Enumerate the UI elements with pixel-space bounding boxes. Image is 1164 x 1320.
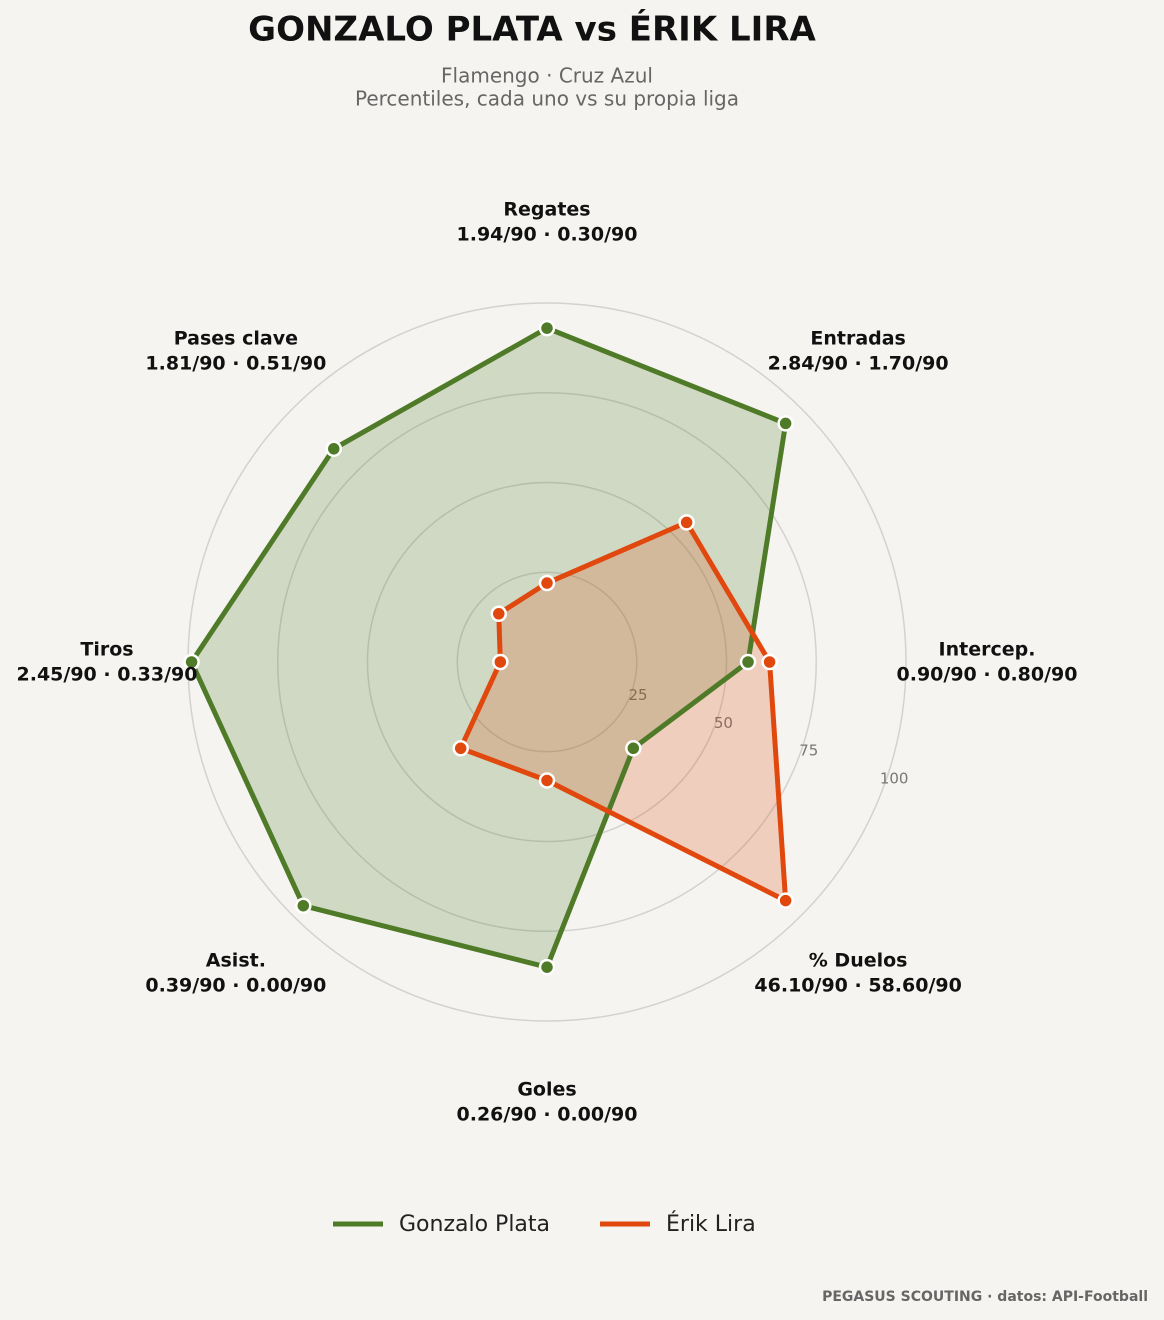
r-tick-label: 25: [629, 686, 648, 704]
axis-stat: 2.84/90 · 1.70/90: [768, 352, 949, 374]
point: [538, 772, 556, 789]
grid-circle: [366, 481, 728, 843]
series-area: [460, 522, 786, 901]
axis-label: Intercep.: [939, 639, 1036, 661]
point: [777, 415, 794, 432]
point: [538, 574, 556, 592]
axis-stat: 0.26/90 · 0.00/90: [457, 1104, 638, 1126]
axis-stat: 1.81/90 · 0.51/90: [145, 352, 326, 374]
r-tick-label: 100: [880, 769, 909, 787]
footer: PEGASUS SCOUTING · datos: API-Football: [822, 1289, 1148, 1305]
grid-circle: [456, 571, 638, 753]
legend-label: Érik Lira: [666, 1211, 756, 1237]
grid-circle: [277, 392, 817, 932]
r-tick-label: 75: [799, 742, 818, 760]
point: [325, 440, 343, 458]
axis-label: Tiros: [80, 639, 133, 661]
chart-subtitle: Percentiles, cada uno vs su propia liga: [355, 87, 739, 111]
point: [492, 653, 509, 671]
point: [538, 319, 556, 337]
r-tick-label: 50: [714, 714, 733, 732]
axis-label: % Duelos: [809, 950, 908, 972]
point: [739, 653, 757, 671]
point: [183, 653, 200, 671]
point: [452, 740, 469, 757]
axis-label: Asist.: [206, 950, 266, 972]
point: [295, 897, 312, 914]
point: [678, 514, 695, 531]
axis-stat: 2.45/90 · 0.33/90: [17, 664, 198, 686]
legend-label: Gonzalo Plata: [399, 1212, 550, 1237]
axis-label: Goles: [517, 1079, 576, 1101]
point: [777, 892, 794, 909]
axis-stat: 1.94/90 · 0.30/90: [457, 224, 638, 246]
point: [538, 958, 556, 976]
axis-stat: 0.90/90 · 0.80/90: [897, 664, 1078, 686]
chart-subtitle: Flamengo · Cruz Azul: [441, 64, 653, 88]
series-area: [191, 328, 786, 968]
axis-label: Regates: [503, 199, 590, 221]
axis-stat: 0.39/90 · 0.00/90: [145, 975, 326, 997]
point: [625, 740, 642, 757]
axis-label: Pases clave: [174, 327, 298, 349]
chart-title: GONZALO PLATA vs ÉRIK LIRA: [248, 9, 816, 50]
axis-stat: 46.10/90 · 58.60/90: [754, 975, 961, 997]
point: [761, 653, 778, 671]
axis-label: Entradas: [810, 327, 906, 349]
point: [490, 605, 508, 623]
